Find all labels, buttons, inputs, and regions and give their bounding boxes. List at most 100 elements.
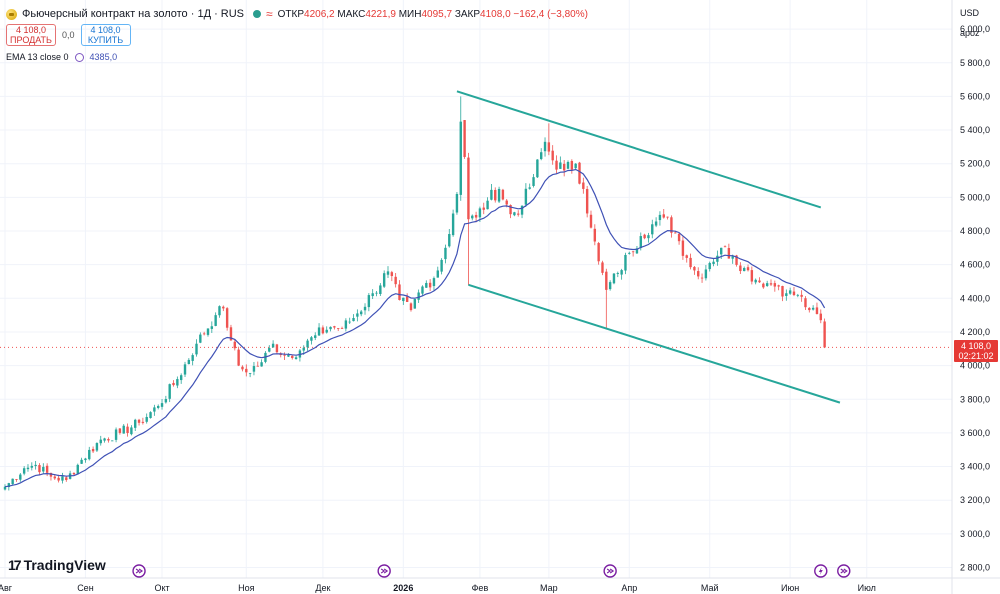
candle-body (735, 255, 738, 265)
candle-body (271, 343, 275, 348)
candle-body (394, 276, 397, 285)
candle-body (103, 438, 106, 441)
candle-body (111, 440, 114, 442)
tradingview-logo-text: TradingView (23, 557, 106, 573)
candle-body (398, 284, 401, 300)
candle-body (306, 340, 309, 348)
ema-label: EMA 13 close 0 (6, 52, 69, 62)
candle-body (229, 327, 233, 341)
candle-body (490, 189, 493, 200)
candle-body (76, 464, 79, 475)
candle-body (605, 271, 608, 290)
candle-body (647, 235, 650, 239)
candle-body (593, 228, 597, 242)
spread-value: 0,0 (62, 30, 75, 40)
candle-body (762, 283, 765, 288)
candle-body (474, 214, 478, 218)
candle-body (444, 247, 447, 260)
candle-body (283, 354, 286, 356)
forward-icon[interactable] (132, 564, 146, 578)
candles (3, 96, 826, 491)
candle-body (337, 328, 340, 329)
buy-button[interactable]: 4 108,0 КУПИТЬ (80, 24, 131, 46)
candle-body (390, 272, 394, 277)
candle-body (329, 326, 332, 330)
sell-button[interactable]: 4 108,0 ПРОДАТЬ (6, 24, 56, 46)
candle-body (65, 477, 68, 481)
settings-icon[interactable] (74, 52, 84, 62)
y-tick-label: 5 800,0 (960, 58, 990, 68)
candle-body (482, 207, 485, 210)
candle-body (765, 283, 769, 286)
candle-body (681, 240, 685, 256)
y-tick-label: 3 000,0 (960, 529, 990, 539)
candle-body (808, 307, 811, 311)
candle-body (478, 208, 482, 218)
candle-body (528, 187, 531, 189)
candle-body (440, 259, 443, 272)
y-tick-label: 4 200,0 (960, 327, 990, 337)
candle-body (160, 403, 164, 407)
candle-body (620, 270, 623, 275)
candle-body (199, 334, 202, 343)
candle-body (689, 257, 692, 268)
candle-body (210, 326, 214, 329)
y-tick-label: 5 400,0 (960, 125, 990, 135)
forward-icon[interactable] (377, 564, 391, 578)
candle-body (624, 254, 627, 271)
candle-body (582, 182, 585, 189)
currency-label[interactable]: USD (960, 8, 980, 18)
candle-body (310, 337, 313, 341)
candle-body (616, 273, 619, 274)
candle-body (769, 283, 773, 285)
y-tick-label: 5 200,0 (960, 159, 990, 169)
candle-body (409, 303, 413, 311)
tradingview-logo[interactable]: 17 TradingView (8, 557, 106, 573)
candle-body (72, 472, 76, 475)
candle-body (716, 255, 719, 262)
candle-body (371, 293, 374, 297)
candle-body (608, 282, 612, 290)
candle-body (685, 255, 688, 258)
candle-body (168, 384, 171, 399)
candle-body (176, 379, 179, 386)
lightning-icon[interactable] (814, 564, 828, 578)
candle-body (731, 256, 734, 259)
y-tick-label: 4 800,0 (960, 226, 990, 236)
candle-body (742, 268, 746, 272)
market-status-icon[interactable] (253, 10, 262, 18)
forward-icon[interactable] (603, 564, 617, 578)
y-tick-label: 3 800,0 (960, 394, 990, 404)
y-tick-label: 6 000,0 (960, 24, 990, 34)
candle-body (662, 214, 665, 218)
candle-body (314, 335, 317, 338)
indicator-legend[interactable]: EMA 13 close 0 4385,0 (6, 52, 117, 62)
x-tick-label: Май (701, 583, 719, 593)
candle-body (543, 141, 547, 152)
y-tick-label: 3 400,0 (960, 462, 990, 472)
candle-body (712, 261, 715, 264)
candle-body (340, 328, 344, 329)
candle-body (417, 292, 420, 300)
candle-body (172, 382, 175, 386)
candle-body (540, 152, 543, 160)
candle-body (658, 214, 662, 221)
x-tick-label: Авг (0, 583, 13, 593)
candle-body (597, 243, 600, 262)
candle-body (95, 443, 99, 451)
axis-mode-label[interactable]: apoz (960, 28, 980, 38)
candle-body (222, 306, 225, 309)
candle-body (22, 468, 26, 474)
forward-icon[interactable] (837, 564, 851, 578)
candle-body (252, 366, 256, 372)
candle-body (191, 355, 194, 361)
candle-body (107, 439, 110, 441)
candle-body (11, 478, 14, 485)
candle-body (34, 464, 37, 467)
x-tick-label: Мар (540, 583, 558, 593)
candle-body (321, 327, 325, 334)
wave-icon[interactable]: ≈ (266, 7, 273, 21)
chart-title[interactable]: Фьючерсный контракт на золото · 1Д · RUS (22, 8, 245, 20)
candle-body (333, 326, 336, 328)
